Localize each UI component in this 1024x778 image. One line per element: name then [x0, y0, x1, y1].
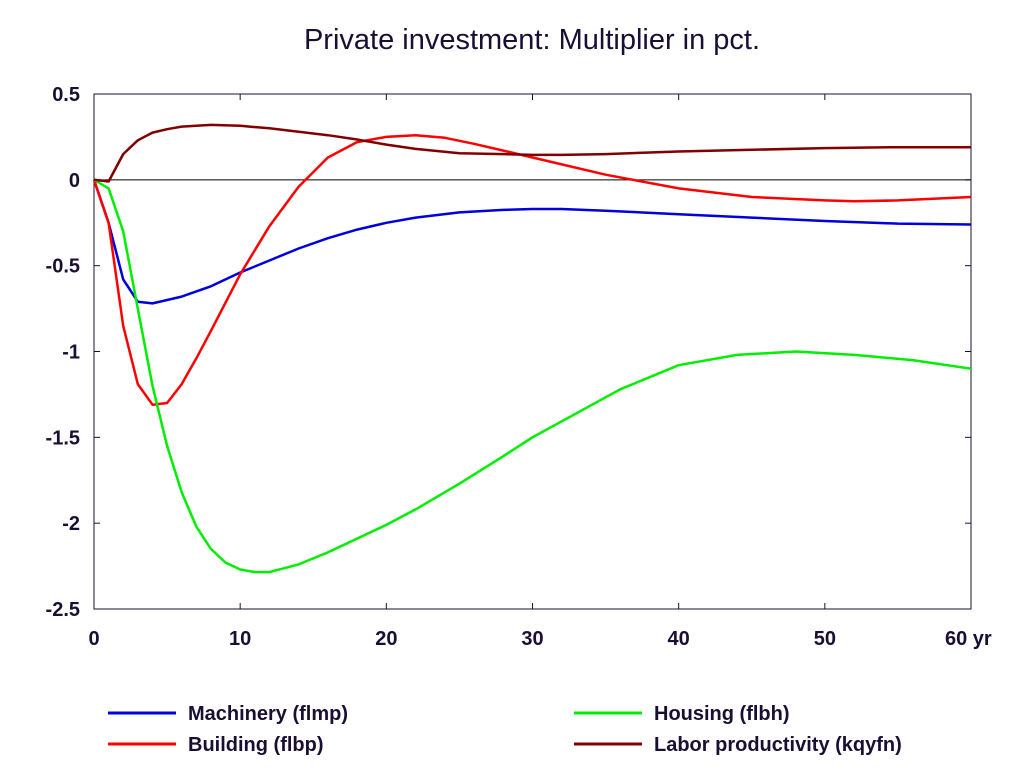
- y-tick-label: -1: [62, 342, 80, 364]
- series-lines: [92, 123, 972, 574]
- legend: Machinery (flmp) Building (flbp) Housing (…: [108, 703, 902, 756]
- legend-label-3: Labor productivity (kqyfn): [654, 734, 902, 756]
- x-tick-label: 30: [521, 628, 543, 650]
- legend-label-2: Housing (flbh): [654, 703, 790, 725]
- y-tick-label: -2: [62, 513, 80, 535]
- y-tick-label: 0.5: [52, 84, 80, 106]
- x-tick-label: 60 yr: [945, 628, 992, 650]
- legend-label-0: Machinery (flmp): [188, 703, 348, 725]
- x-tick-label: 50: [814, 628, 836, 650]
- y-tick-label: -1.5: [46, 427, 80, 449]
- y-tick-label: 0: [69, 170, 80, 192]
- chart-title: Private investment: Multiplier in pct.: [304, 24, 760, 56]
- plot-frame: [93, 93, 972, 610]
- y-tick-label: -2.5: [46, 599, 80, 621]
- series-line-3: [93, 123, 971, 183]
- legend-label-1: Building (flbp): [188, 734, 324, 756]
- x-tick-label: 40: [668, 628, 690, 650]
- x-tick-label: 20: [375, 628, 397, 650]
- x-tick-label: 10: [229, 628, 251, 650]
- y-tick-label: -0.5: [46, 256, 80, 278]
- series-line-2: [93, 178, 972, 574]
- x-tick-label: 0: [88, 628, 99, 650]
- series-line-0: [92, 179, 972, 305]
- series-line-1: [92, 133, 972, 406]
- axis-tick-labels: 0.5 0 -0.5 -1 -1.5 -2 -2.5 0 10 20 30 40 50 60 yr: [46, 84, 992, 650]
- axis-ticks: [93, 93, 972, 610]
